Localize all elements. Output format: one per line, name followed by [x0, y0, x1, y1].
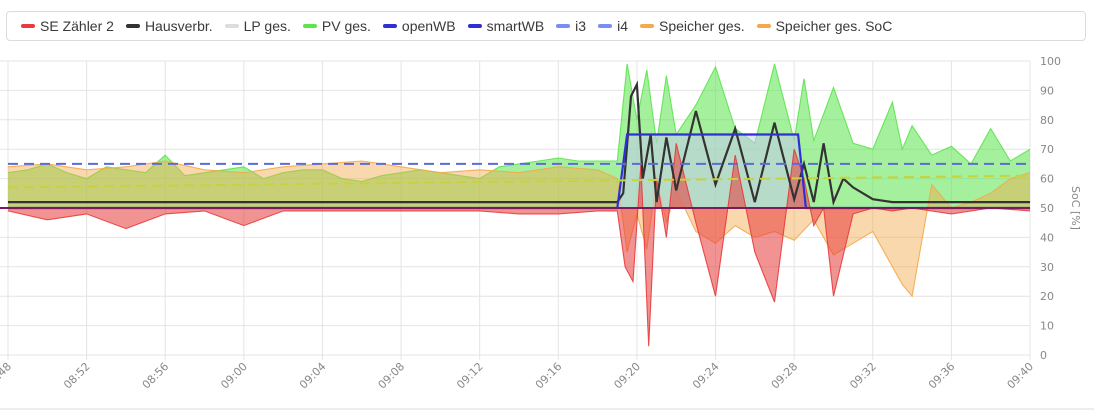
legend-label: Hausverbr.: [144, 18, 213, 34]
y2-tick-label: 50: [1040, 202, 1054, 215]
series-line-pv-ges-: [7, 63, 1031, 183]
x-tick-label: 09:16: [533, 360, 565, 392]
x-tick-label: 09:12: [454, 360, 486, 392]
y2-tick-label: 20: [1040, 290, 1054, 303]
x-tick-label: 09:36: [926, 360, 958, 392]
x-tick-label: 09:24: [690, 360, 722, 392]
legend-label: SE Zähler 2: [40, 18, 114, 34]
legend-item-4[interactable]: openWB: [382, 18, 456, 34]
legend-swatch: [556, 24, 571, 28]
legend-item-9[interactable]: Speicher ges. SoC: [756, 18, 893, 34]
legend-swatch: [125, 24, 140, 28]
x-tick-label: 09:00: [218, 360, 250, 392]
legend-swatch: [302, 24, 317, 28]
legend-swatch: [598, 24, 613, 28]
y2-tick-label: 90: [1040, 84, 1054, 97]
legend: SE Zähler 2 Hausverbr. LP ges. PV ges. openW…: [6, 11, 1086, 41]
y2-tick-label: 60: [1040, 173, 1054, 186]
series-area-smartwb: [8, 134, 1030, 208]
series-dashed-speicher-ges-soc: [7, 174, 1031, 189]
legend-item-1[interactable]: Hausverbr.: [125, 18, 213, 34]
y2-tick-label: 80: [1040, 114, 1054, 127]
x-tick-label: 08:48: [0, 360, 14, 392]
x-tick-label: 09:40: [1005, 360, 1037, 392]
legend-label: smartWB: [486, 18, 545, 34]
y2-tick-label: 40: [1040, 231, 1054, 244]
series-line-se-z-hler-2: [7, 143, 1031, 347]
y2-tick-label: 10: [1040, 320, 1054, 333]
legend-label: PV ges.: [321, 18, 371, 34]
y2-tick-label: 30: [1040, 261, 1054, 274]
x-tick-label: 09:20: [611, 360, 643, 392]
x-tick-label: 09:08: [376, 360, 408, 392]
legend-swatch: [224, 24, 239, 28]
x-tick-label: 09:28: [769, 360, 801, 392]
legend-item-2[interactable]: LP ges.: [224, 18, 291, 34]
legend-label: i4: [617, 18, 628, 34]
legend-label: Speicher ges.: [658, 18, 745, 34]
legend-item-8[interactable]: Speicher ges.: [639, 18, 745, 34]
y2-tick-label: 100: [1040, 55, 1061, 68]
series-area-speicher-ges-: [8, 161, 1030, 297]
x-tick-label: 08:52: [61, 360, 93, 392]
legend-label: LP ges.: [243, 18, 291, 34]
legend-swatch: [467, 24, 482, 28]
legend-item-3[interactable]: PV ges.: [302, 18, 371, 34]
legend-swatch: [756, 24, 771, 28]
legend-label: Speicher ges. SoC: [775, 18, 893, 34]
legend-label: i3: [575, 18, 587, 34]
legend-swatch: [639, 24, 654, 28]
legend-item-6[interactable]: i3: [556, 18, 586, 34]
x-tick-label: 09:04: [297, 360, 329, 392]
y2-axis-title: SoC [%]: [1069, 186, 1082, 230]
legend-item-7[interactable]: i4: [598, 18, 628, 34]
legend-swatch: [21, 24, 35, 28]
legend-label: openWB: [401, 18, 456, 34]
y2-tick-label: 70: [1040, 143, 1054, 156]
y2-tick-label: 0: [1040, 349, 1047, 362]
x-tick-label: 08:56: [140, 360, 172, 392]
legend-swatch: [382, 24, 397, 28]
legend-item-5[interactable]: smartWB: [467, 18, 545, 34]
x-tick-label: 09:32: [847, 360, 879, 392]
legend-item-0[interactable]: SE Zähler 2: [21, 18, 114, 34]
series-area-se-z-hler-2: [8, 143, 1030, 347]
